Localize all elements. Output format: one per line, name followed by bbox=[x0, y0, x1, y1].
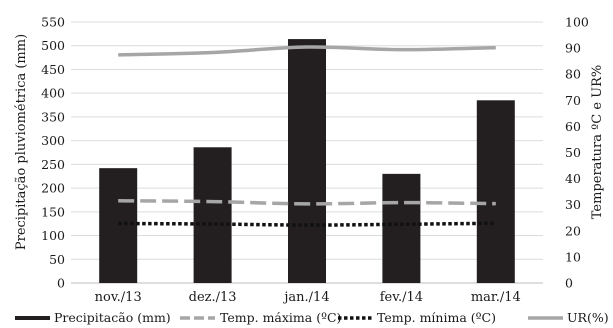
right-tick-label: 40 bbox=[565, 171, 581, 186]
left-tick-label: 150 bbox=[41, 204, 65, 219]
precipitation-bar bbox=[99, 168, 138, 283]
series-line-solid bbox=[118, 45, 496, 57]
left-tick-label: 200 bbox=[41, 181, 65, 196]
left-tick-label: 450 bbox=[41, 62, 65, 77]
precipitation-bar bbox=[382, 173, 421, 283]
right-tick-label: 100 bbox=[565, 15, 589, 30]
series-line-dotted bbox=[118, 221, 496, 227]
precipitation-bar bbox=[193, 147, 232, 283]
left-axis-title: Precipitação pluviométrica (mm) bbox=[14, 34, 29, 250]
left-tick-label: 0 bbox=[57, 276, 65, 291]
legend-item: Precipitacão (mm) bbox=[15, 310, 171, 325]
precipitation-bar bbox=[288, 39, 326, 284]
legend-item: UR(%) bbox=[528, 310, 609, 325]
left-tick-label: 500 bbox=[41, 38, 65, 53]
right-tick-label: 90 bbox=[565, 41, 581, 56]
right-tick-label: 0 bbox=[565, 276, 573, 291]
category-label: mar./14 bbox=[471, 290, 521, 305]
legend: Precipitacão (mm) Temp. máxima (ºC) Temp. … bbox=[15, 310, 609, 325]
precipitation-bar bbox=[476, 100, 515, 283]
right-axis-title: Temperatura ºC e UR% bbox=[590, 65, 605, 219]
left-tick-label: 250 bbox=[41, 157, 65, 172]
series-line-dashed bbox=[118, 199, 496, 206]
left-tick-label: 300 bbox=[41, 133, 65, 148]
right-tick-label: 10 bbox=[565, 249, 581, 264]
right-tick-label: 20 bbox=[565, 223, 581, 238]
right-tick-label: 60 bbox=[565, 119, 581, 134]
left-tick-label: 550 bbox=[41, 15, 65, 30]
legend-label: Precipitacão (mm) bbox=[54, 310, 171, 325]
left-tick-label: 50 bbox=[49, 252, 65, 267]
right-tick-label: 70 bbox=[565, 93, 581, 108]
left-tick-label: 350 bbox=[41, 109, 65, 124]
legend-swatch bbox=[15, 316, 50, 320]
left-tick-label: 100 bbox=[41, 228, 65, 243]
legend-label: Temp. mínima (ºC) bbox=[377, 310, 496, 325]
category-label: jan./14 bbox=[282, 290, 329, 305]
category-label: fev./14 bbox=[380, 290, 423, 305]
left-axis-ticks: 0 50 100 150 200 250 300 350 400 450 500 550 bbox=[41, 15, 65, 291]
precipitation-bars bbox=[99, 39, 515, 284]
right-tick-label: 50 bbox=[565, 145, 581, 160]
legend-label: UR(%) bbox=[567, 310, 609, 325]
category-label: nov./13 bbox=[95, 290, 142, 305]
right-tick-label: 30 bbox=[565, 197, 581, 212]
legend-label: Temp. máxima (ºC) bbox=[220, 310, 341, 325]
category-label: dez./13 bbox=[189, 290, 237, 305]
left-tick-label: 400 bbox=[41, 86, 65, 101]
series-lines bbox=[118, 45, 496, 227]
category-labels: nov./13 dez./13 jan./14 fev./14 mar./14 bbox=[95, 290, 521, 305]
right-axis-ticks: 0 10 20 30 40 50 60 70 80 90 100 bbox=[565, 15, 589, 291]
legend-item: Temp. máxima (ºC) bbox=[180, 310, 341, 325]
legend-item: Temp. mínima (ºC) bbox=[338, 310, 496, 325]
right-tick-label: 80 bbox=[565, 67, 581, 82]
